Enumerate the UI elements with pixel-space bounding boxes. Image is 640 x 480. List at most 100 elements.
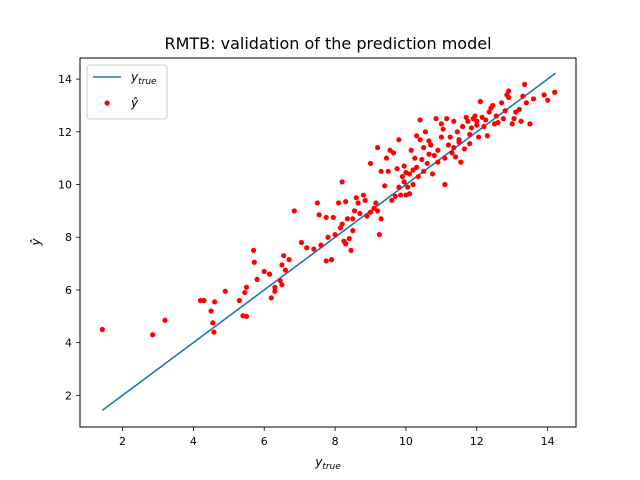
scatter-point bbox=[509, 121, 515, 127]
scatter-point bbox=[486, 109, 492, 115]
scatter-point bbox=[236, 297, 243, 304]
scatter-point bbox=[541, 92, 547, 98]
scatter-point bbox=[323, 214, 329, 221]
scatter-point bbox=[389, 197, 395, 203]
scatter-point bbox=[350, 228, 356, 234]
axes: 2 4 6 8 10 12 14 2 4 6 8 10 12 14 bbox=[58, 73, 555, 448]
scatter-point bbox=[343, 241, 349, 247]
scatter-point bbox=[467, 131, 473, 138]
scatter-point bbox=[484, 133, 491, 139]
scatter-point bbox=[281, 253, 287, 259]
scatter-point bbox=[415, 174, 421, 180]
scatter-point bbox=[328, 257, 335, 263]
scatter-point bbox=[520, 93, 526, 99]
scatter-point bbox=[367, 209, 374, 215]
x-tick-label: 6 bbox=[261, 435, 268, 448]
scatter-point bbox=[523, 100, 530, 106]
scatter-point bbox=[518, 118, 524, 124]
scatter-point bbox=[382, 183, 388, 189]
scatter-point bbox=[392, 193, 398, 199]
scatter-point bbox=[399, 174, 405, 180]
y-tick-label: 12 bbox=[58, 126, 72, 139]
scatter-point bbox=[460, 123, 466, 130]
scatter-point bbox=[454, 129, 460, 135]
scatter-point bbox=[513, 109, 519, 115]
scatter-point bbox=[390, 150, 397, 156]
scatter-point bbox=[426, 138, 432, 144]
scatter-point bbox=[375, 208, 381, 214]
scatter-point bbox=[499, 100, 505, 106]
scatter-point bbox=[463, 114, 469, 120]
scatter-point bbox=[362, 197, 368, 203]
scatter-point bbox=[445, 142, 452, 148]
legend-label-yhat: ŷ bbox=[130, 96, 139, 110]
scatter-point bbox=[272, 284, 278, 290]
scatter-point bbox=[401, 179, 407, 185]
legend-box bbox=[86, 64, 168, 120]
scatter-point bbox=[251, 247, 257, 254]
scatter-point bbox=[410, 167, 416, 173]
scatter-point bbox=[428, 142, 434, 148]
scatter-point bbox=[426, 151, 432, 157]
scatter-point bbox=[490, 102, 496, 109]
scatter-point bbox=[360, 192, 367, 198]
scatter-point bbox=[339, 221, 345, 227]
scatter-point bbox=[378, 216, 384, 222]
scatter-point bbox=[298, 239, 305, 246]
scatter-point bbox=[208, 308, 214, 314]
scatter-point bbox=[330, 214, 336, 221]
scatter-point bbox=[479, 114, 485, 120]
scatter-point bbox=[475, 134, 482, 140]
scatter-point bbox=[410, 181, 416, 188]
scatter-point bbox=[472, 113, 478, 119]
legend-point-swatch bbox=[104, 100, 110, 106]
scatter-point bbox=[442, 155, 448, 161]
series-line-ytrue bbox=[101, 72, 556, 412]
legend-label-ytrue: ytrue bbox=[130, 70, 157, 87]
scatter-point bbox=[254, 276, 260, 282]
scatter-point bbox=[552, 89, 558, 95]
scatter-point bbox=[279, 282, 285, 288]
scatter-point bbox=[429, 171, 436, 177]
scatter-point bbox=[406, 191, 413, 197]
scatter-point bbox=[162, 317, 168, 323]
scatter-point bbox=[211, 329, 217, 335]
scatter-point bbox=[440, 126, 446, 132]
scatter-point bbox=[210, 320, 216, 326]
x-tick-label: 4 bbox=[190, 435, 197, 448]
scatter-point bbox=[419, 156, 425, 163]
scatter-point bbox=[355, 200, 361, 206]
scatter-point bbox=[477, 98, 483, 105]
scatter-point bbox=[346, 235, 352, 242]
scatter-point bbox=[502, 108, 508, 114]
scatter-point bbox=[323, 258, 329, 264]
scatter-point bbox=[364, 213, 370, 219]
scatter-point bbox=[545, 97, 551, 103]
legend: ytrue ŷ bbox=[86, 64, 168, 120]
scatter-point bbox=[242, 289, 248, 296]
scatter-point bbox=[316, 212, 322, 218]
scatter-point bbox=[339, 179, 345, 185]
scatter-point bbox=[421, 168, 427, 174]
scatter-point bbox=[500, 116, 506, 122]
scatter-point bbox=[412, 155, 418, 161]
scatter-point bbox=[417, 137, 423, 143]
scatter-point bbox=[438, 121, 444, 127]
scatter-point bbox=[243, 284, 250, 290]
scatter-point bbox=[222, 288, 228, 294]
scatter-point bbox=[516, 106, 522, 112]
scatter-point bbox=[431, 152, 437, 159]
scatter-point bbox=[435, 147, 441, 153]
scatter-point bbox=[314, 200, 320, 206]
scatter-point bbox=[385, 168, 391, 174]
scatter-point bbox=[458, 159, 464, 165]
scatter-point bbox=[350, 216, 356, 222]
scatter-point bbox=[493, 113, 499, 119]
scatter-point bbox=[336, 200, 342, 206]
scatter-point bbox=[277, 278, 283, 284]
y-tick-label: 8 bbox=[65, 231, 72, 244]
plot-area bbox=[99, 72, 558, 412]
scatter-point bbox=[481, 123, 487, 130]
scatter-point bbox=[530, 96, 537, 102]
